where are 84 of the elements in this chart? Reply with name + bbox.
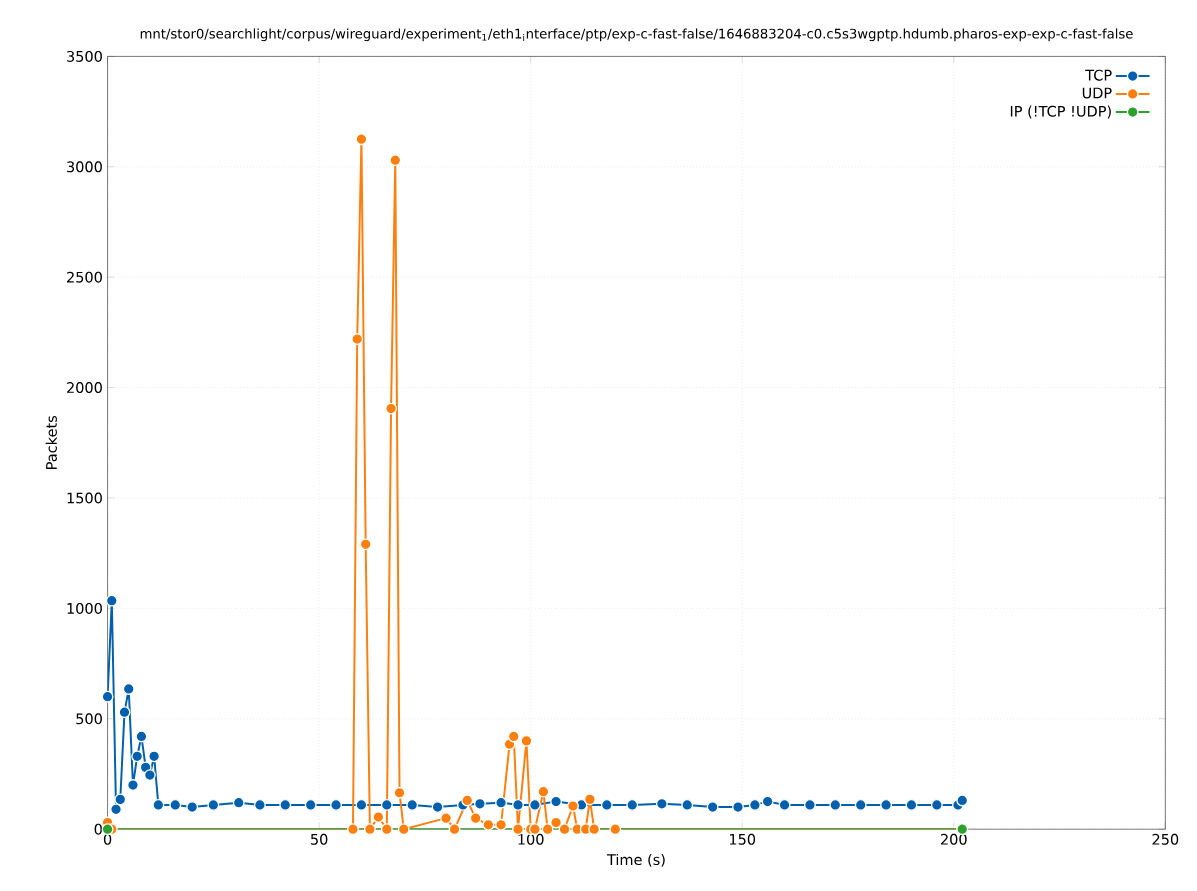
point (829, 799, 842, 812)
point (148, 750, 161, 763)
point (507, 730, 520, 743)
point (279, 799, 292, 812)
point (600, 799, 613, 812)
point (880, 799, 893, 812)
point (347, 823, 359, 836)
point (127, 779, 139, 792)
point (232, 796, 245, 809)
point (389, 154, 402, 167)
point (143, 769, 156, 782)
y-tick-label: 1000 (67, 603, 102, 615)
point (956, 794, 969, 807)
point (440, 812, 452, 825)
legend-label: UDP (1082, 87, 1112, 99)
point (905, 799, 918, 812)
point (152, 799, 165, 812)
point (609, 823, 622, 836)
y-tick-label: 500 (76, 713, 102, 725)
point (355, 799, 368, 812)
point (537, 785, 550, 798)
point (495, 796, 507, 809)
point (626, 799, 639, 812)
x-tick-label: 50 (311, 834, 328, 846)
point (207, 799, 220, 812)
point (304, 799, 317, 812)
legend-label: TCP (1085, 69, 1112, 81)
y-tick-label: 3500 (67, 51, 102, 63)
point (359, 538, 372, 551)
point (482, 819, 495, 831)
point (397, 823, 410, 836)
point (550, 795, 562, 808)
y-axis-title: Packets (45, 416, 57, 470)
point (520, 735, 533, 748)
point (473, 798, 486, 810)
x-tick-label: 100 (518, 834, 544, 846)
point (583, 793, 596, 806)
point (761, 795, 774, 808)
point (803, 799, 816, 812)
point (114, 793, 127, 806)
point (380, 799, 393, 812)
point (706, 801, 719, 814)
x-tick-label: 0 (103, 834, 112, 846)
y-tick-label: 0 (94, 823, 102, 835)
point (406, 799, 419, 812)
point (448, 823, 461, 836)
point (118, 706, 131, 719)
point (131, 750, 144, 763)
point (512, 799, 524, 812)
x-tick-label: 150 (729, 834, 756, 846)
point (567, 800, 579, 813)
point (330, 799, 342, 812)
point (732, 801, 744, 814)
point (169, 799, 182, 812)
point (528, 799, 541, 812)
point (372, 811, 385, 824)
point (558, 823, 571, 836)
point (380, 823, 393, 836)
point (105, 594, 118, 607)
x-axis-title: Time (s) (606, 854, 665, 868)
point (854, 799, 867, 812)
point (186, 801, 199, 814)
y-tick-label: 3000 (67, 161, 102, 173)
x-tick-label: 200 (940, 834, 967, 846)
point (385, 402, 397, 415)
point (363, 823, 376, 836)
point (655, 798, 668, 810)
point (461, 794, 474, 807)
point (588, 823, 601, 836)
point (351, 333, 364, 346)
point (681, 799, 694, 812)
y-tick-label: 1500 (67, 492, 102, 504)
legend-label: IP (!TCP !UDP) (1010, 105, 1111, 119)
point (431, 801, 444, 814)
point (495, 819, 507, 831)
point (253, 799, 266, 812)
point (778, 799, 791, 812)
chart-title: mnt/stor0/searchlight/corpus/wireguard/experiment$_{1}$/eth1$_{i}$nterface/ptp/exp-c-fast-false/1646883204-c0.c5s3wgptp.hdumb.pharos-exp-exp-c-fast-false (140, 28, 1133, 42)
y-tick-label: 2500 (67, 271, 102, 283)
y-tick-label: 2000 (67, 382, 102, 394)
point (748, 799, 761, 812)
point (930, 799, 943, 812)
point (393, 787, 406, 799)
x-tick-label: 250 (1152, 834, 1179, 846)
